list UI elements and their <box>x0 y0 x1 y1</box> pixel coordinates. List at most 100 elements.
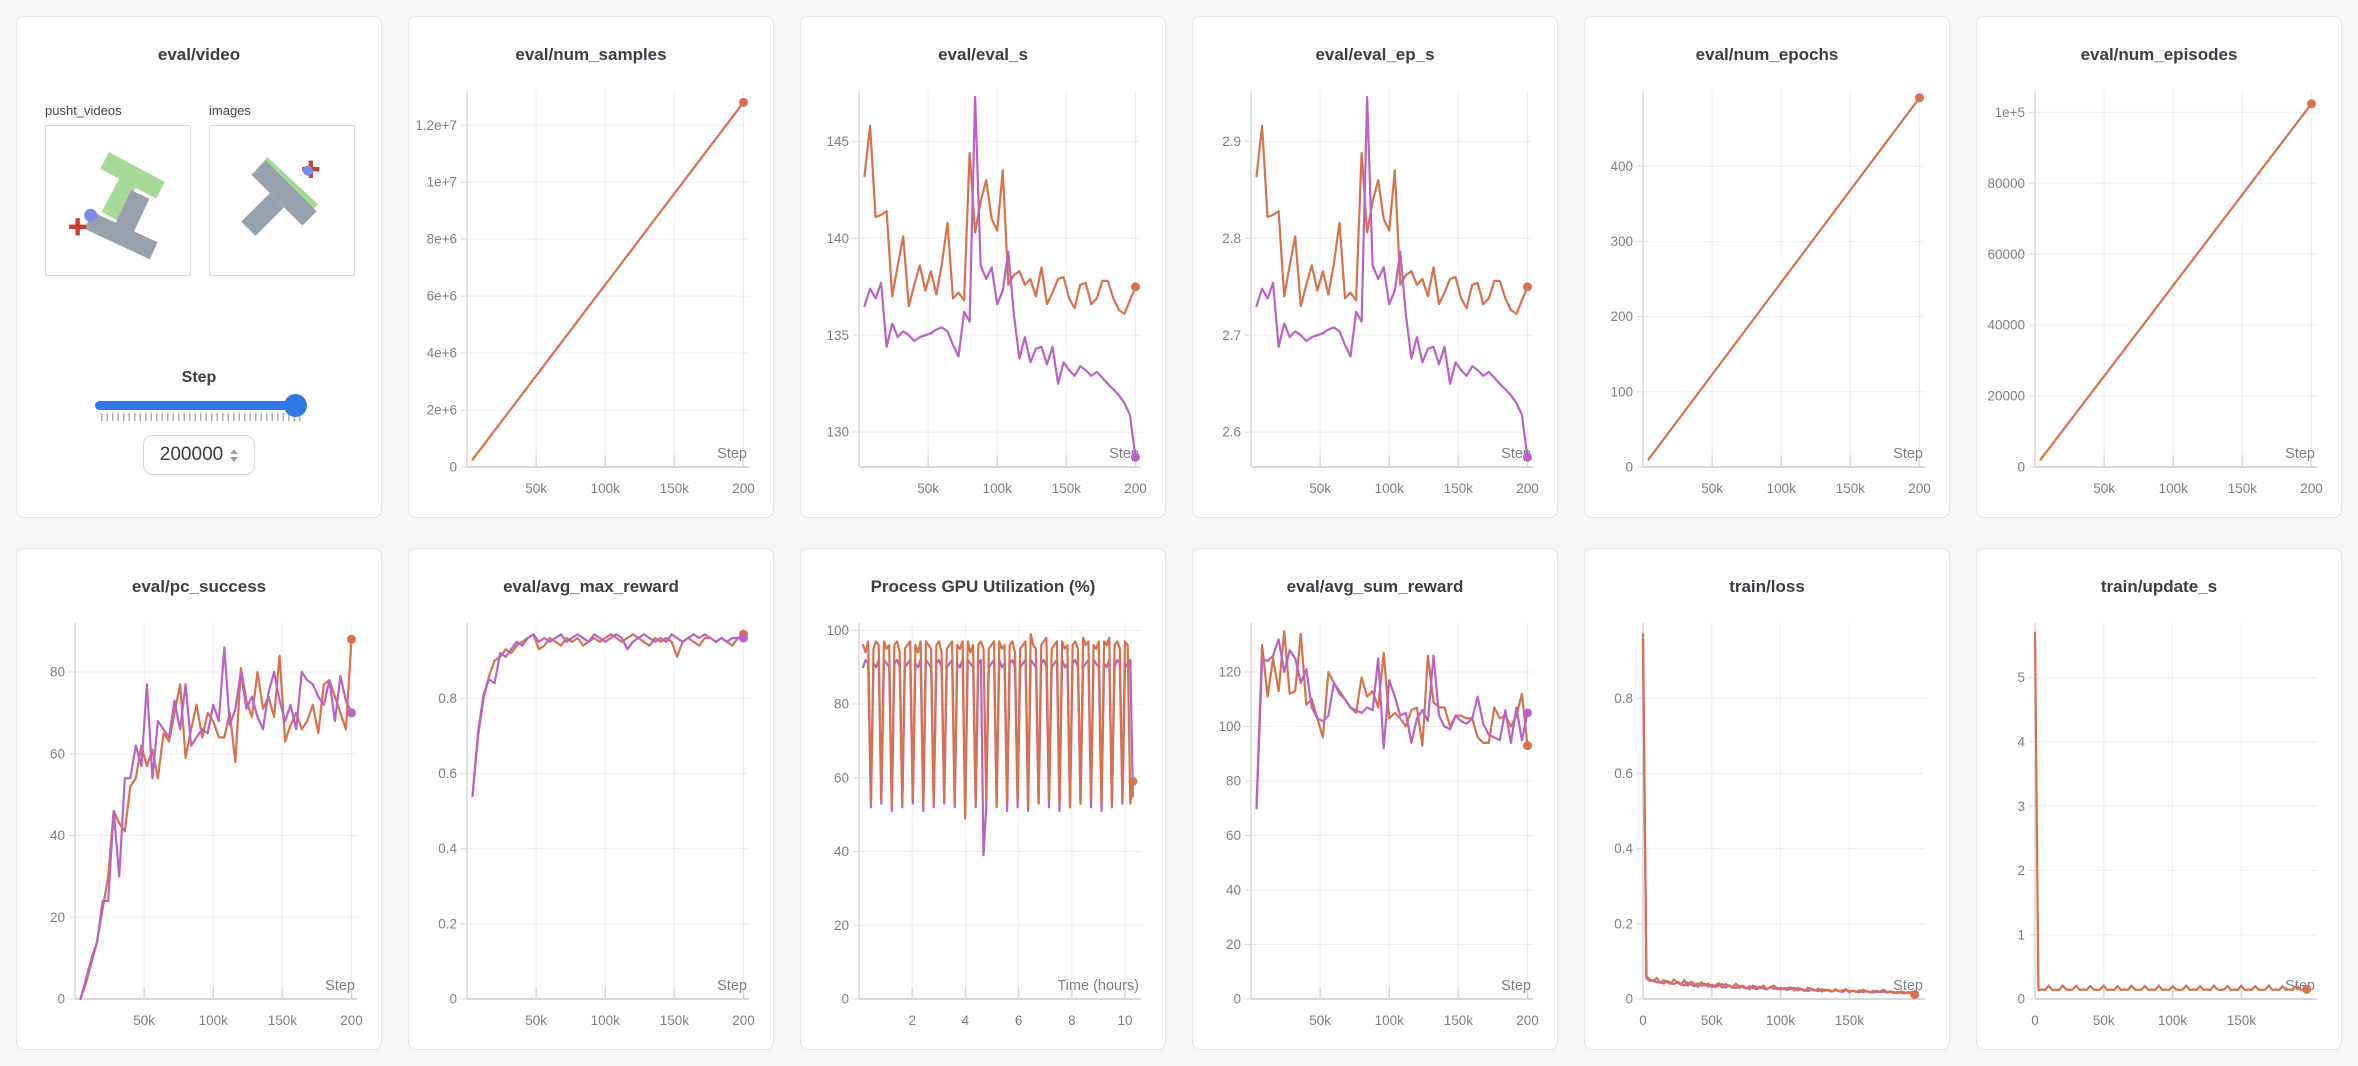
svg-text:50k: 50k <box>133 1013 155 1028</box>
svg-text:80: 80 <box>834 697 849 712</box>
svg-text:100k: 100k <box>591 1013 621 1028</box>
svg-text:0.4: 0.4 <box>1614 841 1633 856</box>
pusht-video-frame <box>69 152 165 260</box>
svg-text:0: 0 <box>841 992 849 1007</box>
svg-text:0: 0 <box>1233 992 1241 1007</box>
panel-eval-video: eval/video pusht_videos <box>16 16 382 518</box>
svg-text:1e+5: 1e+5 <box>1995 105 2025 120</box>
image-thumbnail[interactable] <box>209 125 355 276</box>
chart-plot-area[interactable]: 0 20000 40000 60000 80000 1e+5 50k 100k 150k 200 S… <box>1985 77 2333 511</box>
block-t-shape <box>241 160 317 236</box>
run-orange-endpoint <box>738 97 748 107</box>
svg-text:1.2e+7: 1.2e+7 <box>417 118 457 133</box>
run-orange-endpoint <box>1522 741 1532 751</box>
media-label: images <box>209 103 251 118</box>
run-orange <box>471 633 745 798</box>
svg-text:80: 80 <box>1226 774 1241 789</box>
panel-chart-pc-success: eval/pc_success 0 20 40 60 80 50k 100k 150k 200 S… <box>16 548 382 1050</box>
svg-text:80000: 80000 <box>1987 176 2025 191</box>
stepper-up-icon[interactable] <box>230 448 239 454</box>
slider-track[interactable] <box>95 394 307 417</box>
svg-text:50k: 50k <box>1701 481 1723 496</box>
svg-text:0.2: 0.2 <box>1614 916 1633 931</box>
panel-chart-train-loss: train/loss 0 0.2 0.4 0.6 0.8 0 50k 100k 150k Step <box>1584 548 1950 1050</box>
svg-text:0: 0 <box>1625 992 1633 1007</box>
panel-title: Process GPU Utilization (%) <box>870 577 1096 596</box>
run-orange-endpoint <box>1522 282 1532 292</box>
svg-text:4: 4 <box>962 1013 970 1028</box>
chart-canvas: 0 20 40 60 80 50k 100k 150k 200 Step <box>50 623 363 1028</box>
svg-text:Step: Step <box>1893 978 1923 994</box>
run-orange <box>1647 96 1921 461</box>
run-purple <box>79 646 353 1001</box>
svg-text:Step: Step <box>1893 446 1923 462</box>
run-purple <box>1641 640 1916 996</box>
panel-title: eval/video <box>157 45 241 64</box>
svg-text:0: 0 <box>57 992 65 1007</box>
svg-text:Step: Step <box>1501 978 1531 994</box>
step-number-input[interactable]: 200000 <box>143 435 255 475</box>
svg-text:10: 10 <box>1118 1013 1133 1028</box>
stepper-down-icon[interactable] <box>230 456 239 462</box>
panel-chart-gpu-utilization: Process GPU Utilization (%) 0 20 40 60 80 100… <box>800 548 1166 1050</box>
svg-text:4: 4 <box>2017 734 2025 749</box>
svg-text:Step: Step <box>717 446 747 462</box>
panel-chart-eval-ep-s: eval/eval_ep_s 2.6 2.7 2.8 2.9 50k 100k 150k 20… <box>1192 16 1558 518</box>
chart-plot-area[interactable]: 0 20 40 60 80 50k 100k 150k 200 Step <box>25 609 373 1043</box>
svg-text:100: 100 <box>1218 719 1241 734</box>
svg-text:200: 200 <box>2300 481 2323 496</box>
panel-title: eval/num_samples <box>515 45 667 64</box>
svg-text:150k: 150k <box>1444 1013 1474 1028</box>
svg-text:100k: 100k <box>983 481 1013 496</box>
run-purple-endpoint <box>1130 452 1140 462</box>
svg-text:0.2: 0.2 <box>438 916 457 931</box>
chart-plot-area[interactable]: 130 135 140 145 50k 100k 150k 200 Step <box>809 77 1157 511</box>
svg-text:20000: 20000 <box>1987 389 2025 404</box>
svg-text:Step: Step <box>2285 446 2315 462</box>
svg-text:0.8: 0.8 <box>1614 691 1633 706</box>
step-value: 200000 <box>159 444 224 465</box>
svg-text:200: 200 <box>1516 1013 1539 1028</box>
chart-plot-area[interactable]: 0 0.2 0.4 0.6 0.8 0 50k 100k 150k Step <box>1593 609 1941 1043</box>
run-orange <box>861 633 1134 820</box>
svg-text:300: 300 <box>1610 234 1633 249</box>
chart-plot-area[interactable]: 0 1 2 3 4 5 0 50k 100k 150k Step <box>1985 609 2333 1043</box>
video-thumbnail-pusht[interactable] <box>45 125 191 276</box>
chart-plot-area[interactable]: 0 100 200 300 400 50k 100k 150k 200 Step <box>1593 77 1941 511</box>
panel-title: train/update_s <box>2100 577 2218 596</box>
run-orange <box>1255 630 1529 810</box>
chart-canvas: 0 2e+6 4e+6 6e+6 8e+6 1e+7 1.2e+7 50k 100k 150k 20… <box>415 91 755 496</box>
run-orange-endpoint <box>1910 989 1920 999</box>
chart-plot-area[interactable]: 0 20 40 60 80 100 120 50k 100k 150k 200 Step <box>1201 609 1549 1043</box>
run-purple <box>1255 95 1529 459</box>
chart-plot-area[interactable]: 0 20 40 60 80 100 2 4 6 8 10 Time (hours) <box>809 609 1157 1043</box>
svg-text:20: 20 <box>1226 937 1241 952</box>
chart-plot-area[interactable]: 0 2e+6 4e+6 6e+6 8e+6 1e+7 1.2e+7 50k 100k 150k 20… <box>415 77 765 511</box>
svg-text:140: 140 <box>826 231 849 246</box>
svg-text:0.6: 0.6 <box>1614 766 1633 781</box>
block-t-shape <box>84 190 158 260</box>
chart-canvas: 0 0.2 0.4 0.6 0.8 0 50k 100k 150k Step <box>1614 623 1925 1028</box>
run-orange-endpoint <box>1128 777 1138 787</box>
panel-title: eval/num_epochs <box>1695 45 1839 64</box>
slider-thumb[interactable] <box>284 394 307 417</box>
svg-text:20: 20 <box>834 918 849 933</box>
svg-text:100: 100 <box>1610 384 1633 399</box>
svg-text:100k: 100k <box>1766 1013 1796 1028</box>
svg-text:2.8: 2.8 <box>1222 231 1241 246</box>
chart-plot-area[interactable]: 2.6 2.7 2.8 2.9 50k 100k 150k 200 Step <box>1201 77 1549 511</box>
image-frame <box>241 157 320 236</box>
chart-plot-area[interactable]: 0 0.2 0.4 0.6 0.8 50k 100k 150k 200 Step <box>417 609 765 1043</box>
run-purple <box>471 633 745 798</box>
panel-title: eval/eval_ep_s <box>1315 45 1435 64</box>
svg-text:0: 0 <box>449 992 457 1007</box>
svg-text:1e+7: 1e+7 <box>427 175 457 190</box>
svg-text:5: 5 <box>2017 670 2025 685</box>
svg-text:2: 2 <box>2017 863 2025 878</box>
step-slider[interactable] <box>95 394 307 421</box>
svg-text:200: 200 <box>340 1013 363 1028</box>
agent-dot <box>84 208 98 222</box>
svg-text:8: 8 <box>1068 1013 1076 1028</box>
goal-t-shape <box>100 152 165 221</box>
